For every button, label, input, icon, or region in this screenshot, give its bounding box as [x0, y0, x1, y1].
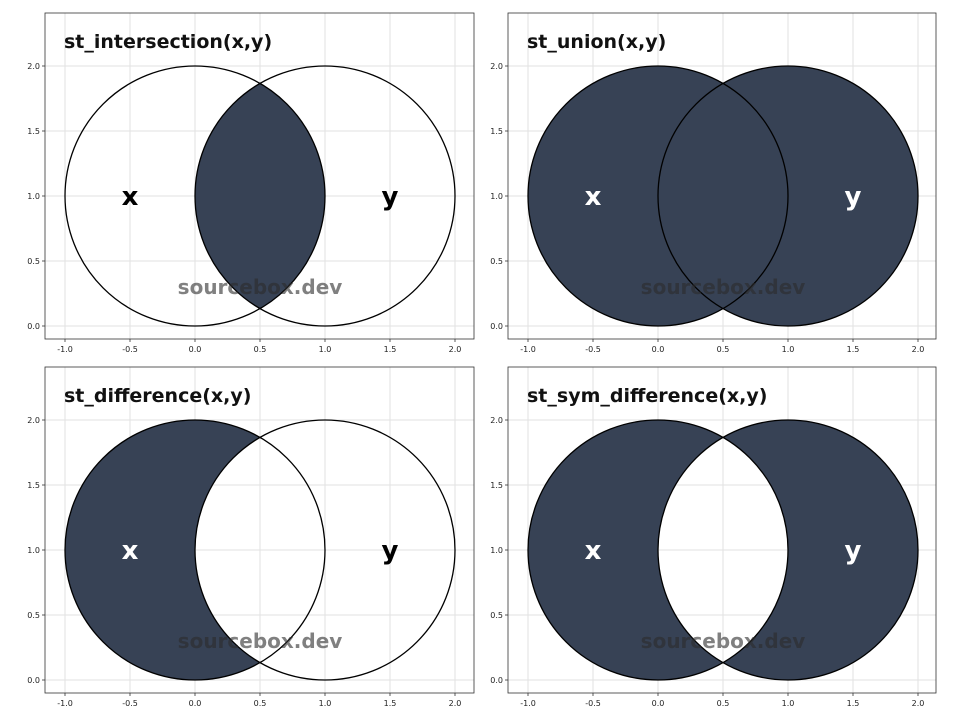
x-tick-label: -1.0: [57, 699, 73, 708]
x-tick-label: 0.5: [717, 345, 730, 354]
circle-x-outline: [527, 65, 789, 327]
x-tick-label: 2.0: [449, 345, 462, 354]
circle-x-outline: [527, 419, 789, 681]
x-tick-label: -0.5: [122, 699, 138, 708]
y-tick-label: 1.0: [27, 546, 40, 555]
circle-x-outline: [64, 65, 326, 327]
x-tick-label: 0.0: [189, 345, 202, 354]
y-tick-label: 1.5: [490, 481, 503, 490]
circle-y-outline: [657, 65, 919, 327]
panel-border: [507, 12, 937, 340]
y-tick-label: 1.5: [27, 127, 40, 136]
y-tick-label: 0.5: [27, 257, 40, 266]
x-tick-label: -0.5: [585, 345, 601, 354]
x-tick-label: 1.0: [782, 345, 795, 354]
panel-border: [44, 12, 475, 340]
circle-label-y: y: [382, 182, 399, 212]
panel-title: st_intersection(x,y): [64, 31, 272, 53]
circle-label-y: y: [845, 536, 862, 566]
panel-title: st_union(x,y): [527, 31, 666, 53]
circle-y-outline: [194, 419, 456, 681]
circle-x-outline: [64, 419, 326, 681]
y-tick-label: 2.0: [27, 416, 40, 425]
y-tick-label: 2.0: [490, 416, 503, 425]
circle-label-y: y: [382, 536, 399, 566]
x-tick-label: -0.5: [585, 699, 601, 708]
y-tick-label: 0.5: [27, 611, 40, 620]
x-tick-label: 1.5: [847, 345, 860, 354]
watermark-text: sourcebox.dev: [641, 275, 806, 299]
y-tick-label: 1.5: [490, 127, 503, 136]
y-tick-label: 0.0: [27, 322, 40, 331]
x-tick-label: 0.0: [652, 699, 665, 708]
circle-label-x: x: [585, 182, 602, 212]
x-tick-label: 1.5: [384, 345, 397, 354]
y-tick-label: 1.0: [27, 192, 40, 201]
venn-panel-intersection: x y sourcebox.dev st_intersection(x,y) -1.0 -…: [27, 12, 475, 354]
y-tick-label: 2.0: [490, 62, 503, 71]
x-tick-label: -0.5: [122, 345, 138, 354]
x-tick-label: 0.5: [717, 699, 730, 708]
x-tick-label: 0.5: [254, 345, 267, 354]
y-tick-label: 0.5: [490, 611, 503, 620]
x-tick-label: 1.5: [847, 699, 860, 708]
y-tick-label: 1.0: [490, 192, 503, 201]
panel-border: [507, 366, 937, 694]
x-tick-label: 0.0: [652, 345, 665, 354]
y-tick-label: 1.0: [490, 546, 503, 555]
circle-label-x: x: [585, 536, 602, 566]
panel-title: st_difference(x,y): [64, 385, 251, 407]
circle-label-x: x: [122, 182, 139, 212]
watermark-text: sourcebox.dev: [178, 275, 343, 299]
watermark-text: sourcebox.dev: [641, 629, 806, 653]
x-tick-label: 0.5: [254, 699, 267, 708]
y-tick-label: 1.5: [27, 481, 40, 490]
circle-y-outline: [194, 65, 456, 327]
watermark-text: sourcebox.dev: [178, 629, 343, 653]
x-tick-label: 2.0: [449, 699, 462, 708]
x-tick-label: 1.5: [384, 699, 397, 708]
x-tick-label: 0.0: [189, 699, 202, 708]
circle-label-x: x: [122, 536, 139, 566]
region-x-and-y: [195, 66, 325, 326]
y-tick-label: 0.5: [490, 257, 503, 266]
circle-y-outline: [657, 419, 919, 681]
x-tick-label: 1.0: [782, 699, 795, 708]
panel-border: [44, 366, 475, 694]
x-tick-label: 2.0: [912, 699, 925, 708]
x-tick-label: 2.0: [912, 345, 925, 354]
circle-label-y: y: [845, 182, 862, 212]
x-tick-label: 1.0: [319, 345, 332, 354]
venn-panel-sym_difference: x y sourcebox.dev st_sym_difference(x,y) -1.…: [490, 366, 937, 708]
x-tick-label: -1.0: [57, 345, 73, 354]
x-tick-label: 1.0: [319, 699, 332, 708]
panel-title: st_sym_difference(x,y): [527, 385, 767, 407]
x-tick-label: -1.0: [520, 699, 536, 708]
x-tick-label: -1.0: [520, 345, 536, 354]
y-tick-label: 0.0: [27, 676, 40, 685]
venn-panel-union: x y sourcebox.dev st_union(x,y) -1.0 -0.5 0.0 0…: [490, 12, 937, 354]
y-tick-label: 2.0: [27, 62, 40, 71]
y-tick-label: 0.0: [490, 676, 503, 685]
y-tick-label: 0.0: [490, 322, 503, 331]
venn-panel-difference: x y sourcebox.dev st_difference(x,y) -1.0 -0.…: [27, 366, 475, 708]
